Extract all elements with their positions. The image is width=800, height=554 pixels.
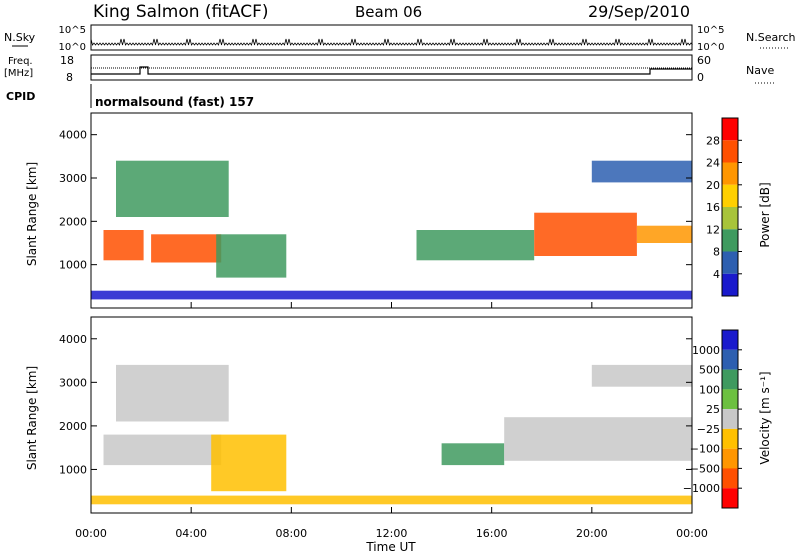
velocity-colorbar-swatch [722, 448, 738, 469]
velocity-colorbar-swatch [722, 468, 738, 489]
date-title: 29/Sep/2010 [588, 2, 690, 21]
power-echo-region [91, 290, 692, 300]
x-axis-label: Time UT [365, 540, 416, 554]
nsky-trace [90, 38, 693, 46]
power-colorbar-label: Power [dB] [758, 182, 772, 247]
velocity-echo-region [103, 434, 222, 466]
velocity-panel: 1000 2000 3000 4000 Slant Range [km] [25, 316, 693, 514]
nsky-tick-bottom: 10^0 [59, 42, 86, 53]
freq-tick-top: 18 [60, 54, 74, 67]
nsky-line [90, 38, 693, 46]
power-colorbar-swatch [722, 207, 738, 230]
x-tick-label: 08:00 [275, 527, 307, 540]
velocity-colorbar-tick-label: 1000 [692, 344, 720, 357]
power-colorbar-tick-label: 8 [713, 246, 720, 259]
power-colorbar-tick-label: 16 [706, 201, 720, 214]
station-title: King Salmon (fitACF) [93, 2, 269, 22]
nave-label: Nave [746, 64, 774, 77]
velocity-echo-region [116, 364, 229, 422]
velocity-colorbar-swatch [722, 428, 738, 449]
power-colorbar-tick-label: 24 [706, 157, 720, 170]
freq-tick-bottom: 8 [66, 71, 73, 84]
power-colorbar-tick-label: 28 [706, 134, 720, 147]
power-echo-region [416, 230, 535, 261]
power-colorbar-tick-label: 4 [713, 268, 720, 281]
velocity-colorbar-tick-label: −500 [690, 462, 720, 475]
power-data [91, 160, 692, 300]
velocity-ytick-label: 2000 [59, 420, 87, 433]
power-echo-region [116, 160, 229, 217]
x-tick-label: 20:00 [576, 527, 608, 540]
velocity-colorbar-swatch [722, 488, 738, 508]
nsky-tick-top: 10^5 [59, 25, 86, 36]
velocity-echo-region [441, 443, 505, 466]
velocity-echo-region [504, 417, 692, 461]
power-colorbar-swatch [722, 162, 738, 185]
velocity-colorbar-swatch [722, 330, 738, 350]
velocity-colorbar-label: Velocity [m s⁻¹] [758, 371, 772, 464]
power-colorbar-swatch [722, 118, 738, 141]
velocity-echo-region [91, 495, 692, 505]
x-tick-label: 00:00 [75, 527, 107, 540]
power-echo-region [103, 230, 144, 261]
power-echo-region [151, 234, 222, 263]
power-panel: 1000 2000 3000 4000 Slant Range [km] [25, 112, 693, 309]
x-tick-label: 12:00 [376, 527, 408, 540]
power-ytick-label: 1000 [59, 259, 87, 272]
power-colorbar-tick-label: 12 [706, 223, 720, 236]
power-ytick-label: 4000 [59, 129, 87, 142]
x-tick-label: 04:00 [175, 527, 207, 540]
power-echo-region [636, 225, 692, 243]
power-colorbar-swatch [722, 273, 738, 297]
cpid-value: normalsound (fast) 157 [95, 95, 254, 109]
power-colorbar: 28 24 20 16 12 8 4 [706, 117, 742, 297]
cpid-label: CPID [6, 90, 35, 103]
velocity-colorbar: 1000 500 100 25 −25 −100 −500 −1000 [683, 329, 742, 509]
velocity-colorbar-tick-label: 500 [699, 364, 720, 377]
velocity-colorbar-tick-label: −25 [697, 423, 720, 436]
nsky-label: N.Sky [4, 31, 36, 44]
power-colorbar-swatch [722, 184, 738, 208]
velocity-ytick-label: 3000 [59, 376, 87, 389]
velocity-ytick-label: 1000 [59, 463, 87, 476]
velocity-colorbar-frame [721, 329, 739, 509]
velocity-echo-region [591, 364, 692, 387]
velocity-colorbar-tick-label: 100 [699, 383, 720, 396]
power-colorbar-swatch [722, 251, 738, 274]
freq-trace [91, 66, 692, 75]
velocity-data [91, 364, 692, 505]
beam-title: Beam 06 [355, 3, 422, 21]
power-colorbar-swatch [722, 140, 738, 163]
power-ylabel: Slant Range [km] [25, 162, 39, 266]
velocity-colorbar-tick-label: −100 [690, 443, 720, 456]
nsearch-label: N.Search [746, 31, 796, 44]
power-ytick-label: 2000 [59, 215, 87, 228]
nave-tick-top: 60 [697, 54, 711, 67]
velocity-colorbar-swatch [722, 369, 738, 390]
velocity-echo-region [211, 434, 287, 492]
power-colorbar-swatch [722, 229, 738, 252]
velocity-ylabel: Slant Range [km] [25, 366, 39, 470]
nave-tick-bottom: 0 [697, 71, 704, 84]
velocity-colorbar-swatch [722, 389, 738, 410]
velocity-ytick-label: 4000 [59, 333, 87, 346]
power-echo-region [216, 234, 287, 278]
x-tick-label: 16:00 [476, 527, 508, 540]
freq-label: Freq. [8, 56, 33, 67]
nsearch-tick-bottom: 10^0 [697, 42, 724, 53]
power-echo-region [591, 160, 692, 183]
power-ytick-label: 3000 [59, 172, 87, 185]
power-echo-region [534, 212, 637, 256]
velocity-colorbar-tick-label: −1000 [683, 482, 720, 495]
nsearch-tick-top: 10^5 [697, 25, 724, 36]
x-tick-label: 00:00 [676, 527, 708, 540]
velocity-colorbar-swatch [722, 349, 738, 370]
nsky-panel [90, 24, 693, 51]
velocity-colorbar-tick-label: 25 [706, 403, 720, 416]
velocity-colorbar-swatch [722, 409, 738, 429]
freq-unit: [MHz] [4, 68, 33, 79]
power-colorbar-tick-label: 20 [706, 179, 720, 192]
